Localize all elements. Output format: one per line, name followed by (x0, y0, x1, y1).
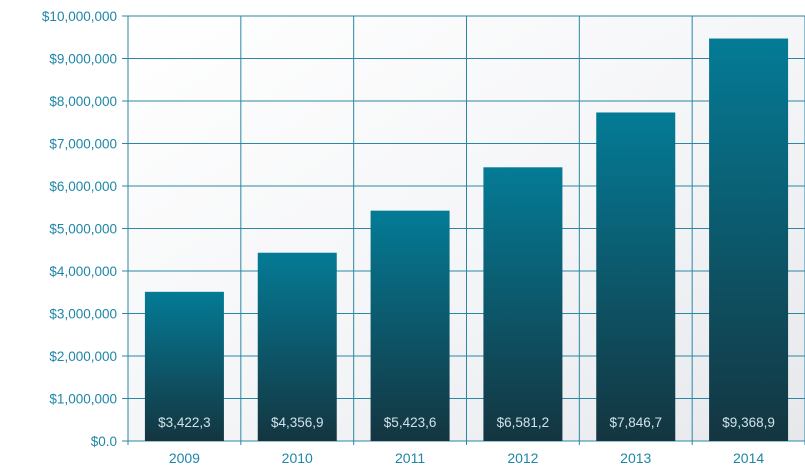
x-tick-label: 2014 (733, 450, 764, 466)
x-tick-label: 2009 (169, 450, 200, 466)
bar-2013 (596, 112, 675, 441)
bar-2012 (483, 167, 562, 441)
y-tick-label: $9,000,000 (49, 52, 117, 67)
x-tick-label: 2013 (620, 450, 651, 466)
y-tick-label: $3,000,000 (49, 307, 117, 322)
y-tick-label: $10,000,000 (42, 9, 117, 24)
y-tick-label: $6,000,000 (49, 179, 117, 194)
bar-value-label: $3,422,3 (158, 415, 211, 430)
x-axis-labels: 2009 2010 2011 2012 2013 2014 (169, 450, 765, 466)
bar-value-label: $9,368,9 (722, 415, 775, 430)
y-axis-ticks: $0.0 $1,000,000 $2,000,000 $3,000,000 $4,000… (42, 9, 117, 449)
y-tick-label: $7,000,000 (49, 137, 117, 152)
y-tick-label: $8,000,000 (49, 94, 117, 109)
bar-value-label: $4,356,9 (271, 415, 324, 430)
y-tick-label: $0.0 (91, 434, 117, 449)
bar-2014 (709, 39, 788, 441)
y-tick-label: $1,000,000 (49, 392, 117, 407)
y-tick-label: $2,000,000 (49, 349, 117, 364)
y-tick-label: $4,000,000 (49, 264, 117, 279)
y-tick-label: $5,000,000 (49, 222, 117, 237)
bar-value-label: $5,423,6 (384, 415, 437, 430)
bar-value-label: $7,846,7 (609, 415, 662, 430)
x-tick-label: 2012 (507, 450, 538, 466)
bar-2010 (258, 253, 337, 441)
bar-2011 (371, 211, 450, 441)
x-tick-label: 2011 (395, 450, 425, 466)
bar-value-label: $6,581,2 (497, 415, 550, 430)
x-tick-label: 2010 (282, 450, 313, 466)
